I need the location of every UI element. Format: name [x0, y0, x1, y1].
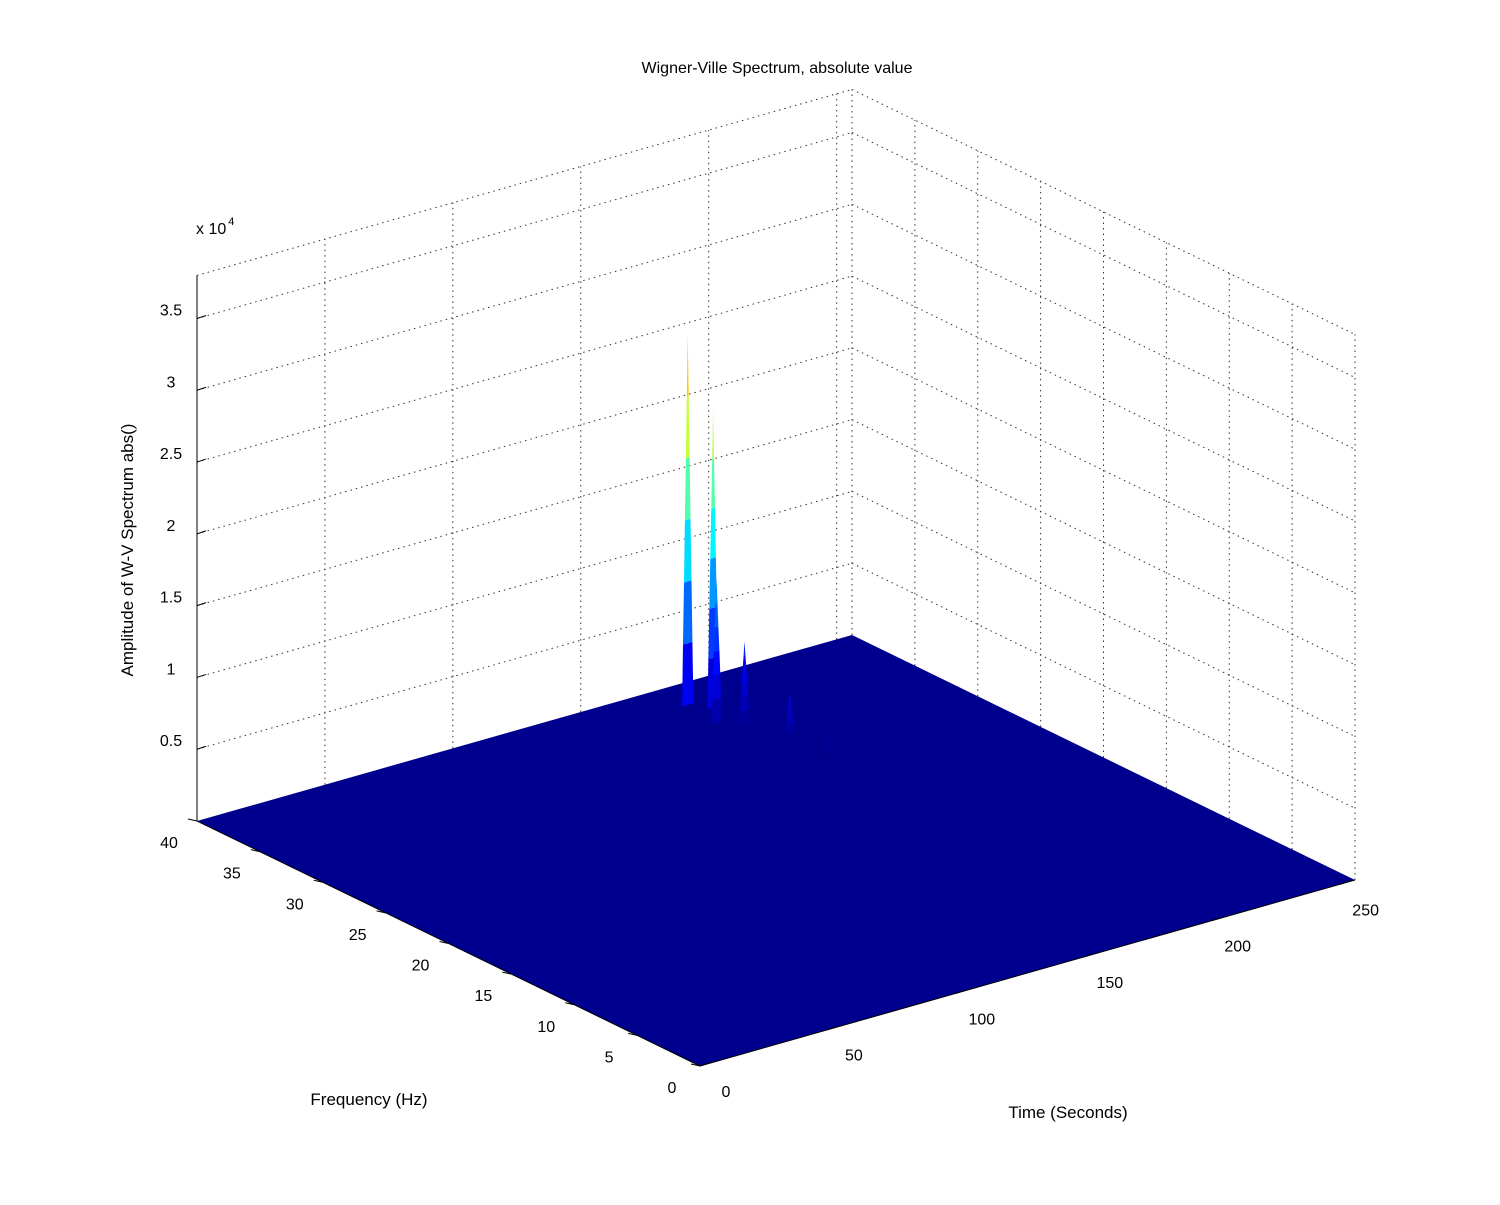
y-tick-label: 40 — [160, 835, 178, 852]
x-tick — [699, 1062, 710, 1067]
y-tick-label: 35 — [223, 866, 241, 883]
y-tick — [313, 879, 323, 883]
x-tick-label: 150 — [1096, 975, 1123, 992]
surface-peak — [710, 579, 723, 725]
z-tick — [196, 602, 207, 607]
x-tick — [1211, 917, 1221, 922]
z-axis-label: Amplitude of W-V Spectrum abs() — [118, 424, 137, 677]
y-tick-label: 20 — [412, 958, 430, 975]
x-tick-label: 0 — [722, 1084, 731, 1101]
x-tick — [1083, 953, 1093, 958]
grid-line — [196, 132, 853, 319]
y-tick-label: 30 — [286, 896, 304, 913]
surface-peak — [823, 736, 835, 760]
z-tick-label: 2 — [167, 518, 176, 535]
surface-peak — [784, 690, 796, 743]
z-tick-label: 1.5 — [160, 590, 182, 607]
x-tick — [827, 1026, 838, 1031]
z-tick — [196, 315, 207, 319]
y-tick — [187, 818, 198, 822]
y-tick — [502, 971, 512, 975]
grid-line — [196, 490, 853, 678]
z-tick-label: 3.5 — [160, 303, 182, 320]
y-tick-label: 0 — [668, 1080, 677, 1097]
surface-layer — [197, 334, 1355, 1066]
y-tick-label: 5 — [605, 1049, 614, 1066]
x-tick-label: 200 — [1224, 939, 1251, 956]
surface-peak — [682, 334, 694, 707]
z-tick-label: 2.5 — [160, 446, 182, 463]
chart-title: Wigner-Ville Spectrum, absolute value — [642, 60, 913, 77]
y-tick-label: 25 — [349, 927, 367, 944]
grid-line — [196, 562, 853, 750]
surface-floor — [197, 635, 1355, 1066]
y-tick-label: 15 — [474, 988, 492, 1005]
y-tick — [250, 849, 260, 853]
x-tick-label: 100 — [969, 1011, 996, 1028]
grid-line — [196, 419, 853, 607]
y-axis-label: Frequency (Hz) — [310, 1090, 427, 1109]
grid-layer — [196, 88, 1356, 880]
z-tick — [196, 673, 207, 678]
z-tick — [196, 386, 207, 391]
z-tick-label: 0.5 — [160, 733, 182, 750]
grid-line — [196, 347, 853, 535]
z-tick-label: 1 — [167, 661, 176, 678]
x-tick — [955, 989, 966, 994]
x-axis-label: Time (Seconds) — [1008, 1103, 1127, 1122]
axes-layer — [187, 275, 1356, 1067]
z-tick — [196, 745, 207, 750]
z-multiplier-label: x 10 4 — [196, 216, 234, 238]
y-tick — [565, 1002, 575, 1006]
z-tick-label: 3 — [167, 374, 176, 391]
grid-line — [851, 88, 1356, 335]
x-tick-label: 50 — [845, 1048, 863, 1065]
y-tick — [439, 941, 449, 944]
y-tick — [376, 910, 386, 914]
grid-line — [851, 132, 1356, 378]
x-tick — [1339, 880, 1349, 885]
y-tick-label: 10 — [537, 1019, 555, 1036]
x-axis-line — [699, 879, 1356, 1067]
z-tick — [196, 458, 207, 463]
grid-line — [196, 203, 853, 391]
z-tick — [196, 530, 207, 535]
surface-peak — [738, 641, 751, 727]
y-tick — [690, 1063, 701, 1067]
y-tick — [628, 1032, 638, 1036]
grid-line — [196, 88, 853, 276]
grid-line — [851, 203, 1356, 450]
tick-labels: 0 50 100 150 200 250 0 5 10 15 20 25 30 35 40 0.5 1 1.5 2 2… — [160, 303, 1379, 1102]
x-tick-label: 250 — [1352, 902, 1379, 919]
grid-line — [196, 275, 853, 463]
